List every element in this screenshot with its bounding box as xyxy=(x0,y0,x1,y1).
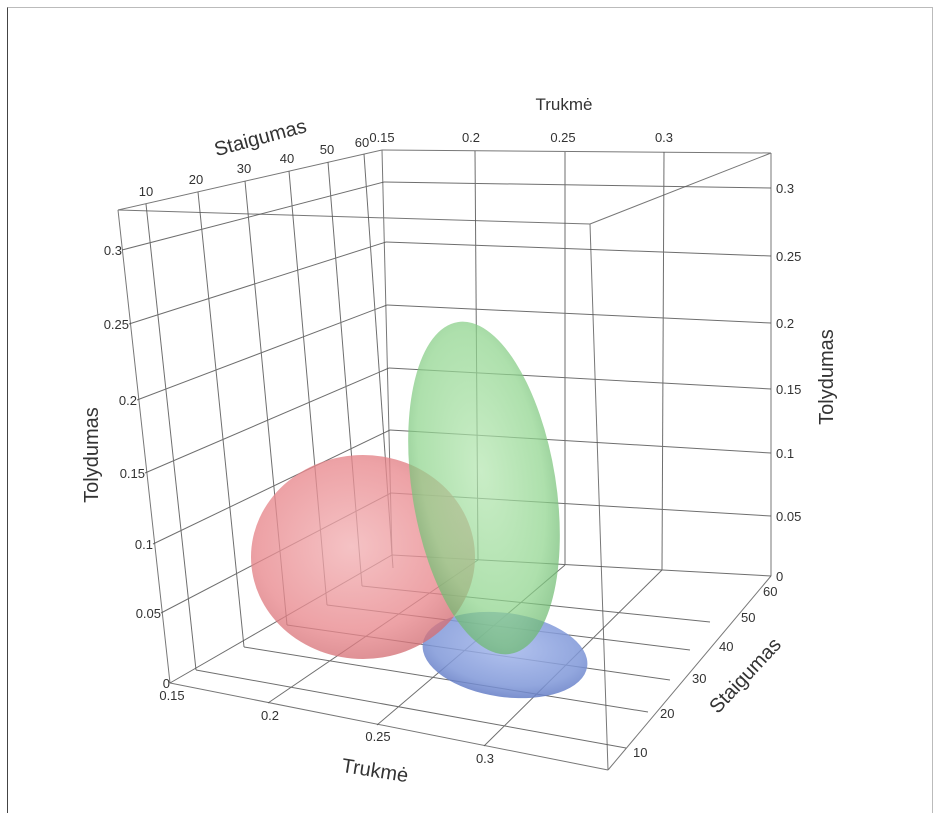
edge-bottom-front xyxy=(169,682,609,771)
tick-label-tolydumas-right: 0.3 xyxy=(776,181,794,196)
grid-line xyxy=(145,203,197,671)
tick-label-tolydumas-left: 0 xyxy=(163,676,170,691)
tick-label-staigumas-top: 60 xyxy=(355,135,369,150)
tick-label-tolydumas-left: 0.2 xyxy=(119,393,137,408)
axis-title-tolydumas-right: Tolydumas xyxy=(816,329,838,425)
edge-top-right-front xyxy=(589,152,772,225)
edge-top-left-front xyxy=(117,209,591,225)
axis-title-staigumas-top: Staigumas xyxy=(212,115,309,161)
tick-label-tolydumas-left: 0.15 xyxy=(120,466,145,481)
tick-label-tolydumas-left: 0.05 xyxy=(136,606,161,621)
edge-top-back-right xyxy=(381,149,772,154)
tick-label-staigumas-right: 10 xyxy=(633,745,647,760)
tick-label-trukme-bottom: 0.2 xyxy=(261,708,279,723)
edge-front-left-vertical xyxy=(117,209,171,684)
tick-label-tolydumas-right: 0.25 xyxy=(776,249,801,264)
edge-top-back-left xyxy=(117,149,383,211)
grid-line xyxy=(243,646,649,713)
tick-label-trukme-bottom: 0.25 xyxy=(365,729,390,744)
grid-line xyxy=(144,367,390,474)
axis-title-trukme-top: Trukmė xyxy=(536,95,593,114)
tick-label-tolydumas-left: 0.1 xyxy=(135,537,153,552)
tick-label-trukme-top: 0.2 xyxy=(462,130,480,145)
tick-label-tolydumas-left: 0.25 xyxy=(104,317,129,332)
tick-label-staigumas-right: 30 xyxy=(692,671,706,686)
tick-label-tolydumas-right: 0 xyxy=(776,569,783,584)
tick-label-tolydumas-left: 0.3 xyxy=(104,243,122,258)
tick-labels: 0.15 0.2 0.25 0.3 10 20 30 40 50 60 0 0.… xyxy=(104,130,802,766)
grid-line xyxy=(661,151,665,571)
grid-line xyxy=(121,181,385,251)
tick-label-tolydumas-right: 0.1 xyxy=(776,446,794,461)
tick-label-trukme-top: 0.15 xyxy=(369,130,394,145)
tick-label-trukme-bottom: 0.15 xyxy=(159,688,184,703)
grid-line xyxy=(386,304,772,324)
axis-title-trukme-bottom: Trukmė xyxy=(340,755,410,787)
axis-title-tolydumas-left: Tolydumas xyxy=(81,407,103,503)
grid-line xyxy=(128,241,387,325)
tick-label-tolydumas-right: 0.05 xyxy=(776,509,801,524)
grid-back-right-wall xyxy=(383,150,772,577)
plot-frame xyxy=(7,7,933,813)
ellipsoids xyxy=(251,311,593,708)
tick-label-staigumas-right: 20 xyxy=(660,706,674,721)
tick-label-staigumas-right: 40 xyxy=(719,639,733,654)
tick-label-tolydumas-right: 0.2 xyxy=(776,316,794,331)
edge-bottom-right xyxy=(607,575,772,771)
tick-label-staigumas-top: 50 xyxy=(320,142,334,157)
grid-line xyxy=(195,669,627,749)
grid-line xyxy=(385,241,772,257)
grid-line xyxy=(197,191,245,648)
tick-label-staigumas-right: 50 xyxy=(741,610,755,625)
grid-line xyxy=(152,429,391,545)
tick-label-staigumas-right: 60 xyxy=(763,584,777,599)
tick-label-staigumas-top: 20 xyxy=(189,172,203,187)
grid-line xyxy=(136,304,388,401)
tick-label-tolydumas-right: 0.15 xyxy=(776,382,801,397)
blue-ellipsoid[interactable] xyxy=(417,602,593,708)
tick-label-trukme-top: 0.25 xyxy=(550,130,575,145)
green-ellipsoid[interactable] xyxy=(387,311,582,665)
tick-label-trukme-top: 0.3 xyxy=(655,130,673,145)
edge-front-right-vertical xyxy=(589,223,609,771)
tick-label-staigumas-top: 30 xyxy=(237,161,251,176)
tick-label-trukme-bottom: 0.3 xyxy=(476,751,494,766)
tick-label-staigumas-top: 10 xyxy=(139,184,153,199)
axis-title-staigumas-bottom: Staigumas xyxy=(705,634,786,718)
grid-line xyxy=(383,181,772,189)
grid-back-left-wall xyxy=(121,153,394,671)
tick-label-staigumas-top: 40 xyxy=(280,151,294,166)
